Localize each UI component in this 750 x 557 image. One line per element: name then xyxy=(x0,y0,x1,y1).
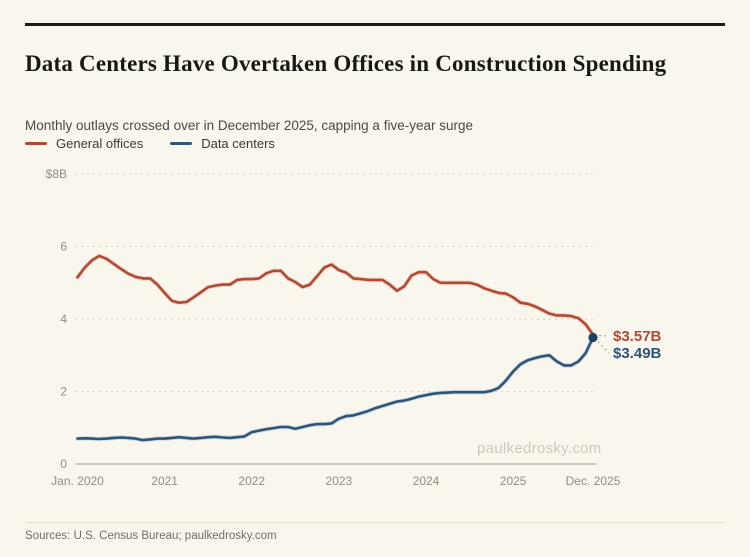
data-centers-line-swatch xyxy=(170,141,193,146)
general-offices-line xyxy=(76,254,595,336)
y-tick-label: 4 xyxy=(60,312,67,326)
chart-subtitle: Monthly outlays crossed over in December… xyxy=(25,117,473,133)
x-tick-label: Dec. 2025 xyxy=(566,474,621,488)
data-centers-line-halo xyxy=(75,335,596,443)
x-tick-label: 2025 xyxy=(500,474,527,488)
end-value-label-offices: $3.57B xyxy=(613,328,662,345)
y-tick-label: $8B xyxy=(46,167,67,181)
crossover-end-dot xyxy=(588,332,598,343)
chart-legend: General offices Data centers xyxy=(25,136,275,151)
y-tick-label: 6 xyxy=(60,240,67,254)
x-tick-label: 2023 xyxy=(326,474,353,488)
sources-note: Sources: U.S. Census Bureau; paulkedrosk… xyxy=(25,530,277,542)
x-tick-label: 2021 xyxy=(151,474,178,488)
footer-divider xyxy=(25,522,725,523)
legend-label: Data centers xyxy=(201,136,275,151)
top-rule xyxy=(25,23,725,26)
leader-line-offices xyxy=(598,334,610,337)
y-tick-label: 0 xyxy=(60,457,67,471)
x-tick-label: Jan. 2020 xyxy=(51,474,104,488)
x-tick-label: 2022 xyxy=(238,474,265,488)
legend-label: General offices xyxy=(56,136,144,151)
watermark: paulkedrosky.com xyxy=(477,440,602,457)
end-value-label-data-centers: $3.49B xyxy=(613,345,662,362)
legend-item-data-centers: Data centers xyxy=(170,136,275,151)
legend-item-general-offices: General offices xyxy=(25,136,143,151)
offices-line-swatch xyxy=(25,141,47,146)
x-tick-label: 2024 xyxy=(413,474,440,488)
data-centers-line xyxy=(76,336,595,442)
page-title: Data Centers Have Overtaken Offices in C… xyxy=(25,51,667,77)
y-tick-label: 2 xyxy=(60,385,67,399)
leader-line-data-centers xyxy=(597,341,610,354)
